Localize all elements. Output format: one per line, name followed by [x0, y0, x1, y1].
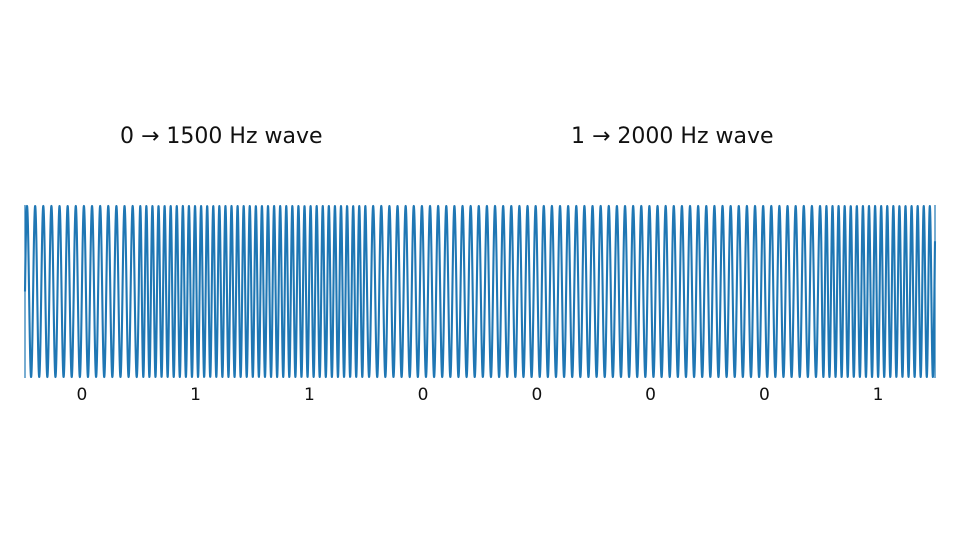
bit-label: 1	[190, 385, 201, 405]
bit-label: 1	[873, 385, 884, 405]
bit-label: 0	[76, 385, 87, 405]
bit-label: 0	[531, 385, 542, 405]
bit-label: 1	[304, 385, 315, 405]
bit-labels-group: 0 1 1 0 0 0 0 1	[76, 385, 883, 405]
bit-label: 0	[759, 385, 770, 405]
bit-label: 0	[645, 385, 656, 405]
legend-bit-zero-label: 0 → 1500 Hz wave	[120, 124, 323, 149]
bit-label: 0	[418, 385, 429, 405]
fsk-waveform-line	[23, 204, 937, 379]
legend-bit-one-label: 1 → 2000 Hz wave	[571, 124, 774, 149]
